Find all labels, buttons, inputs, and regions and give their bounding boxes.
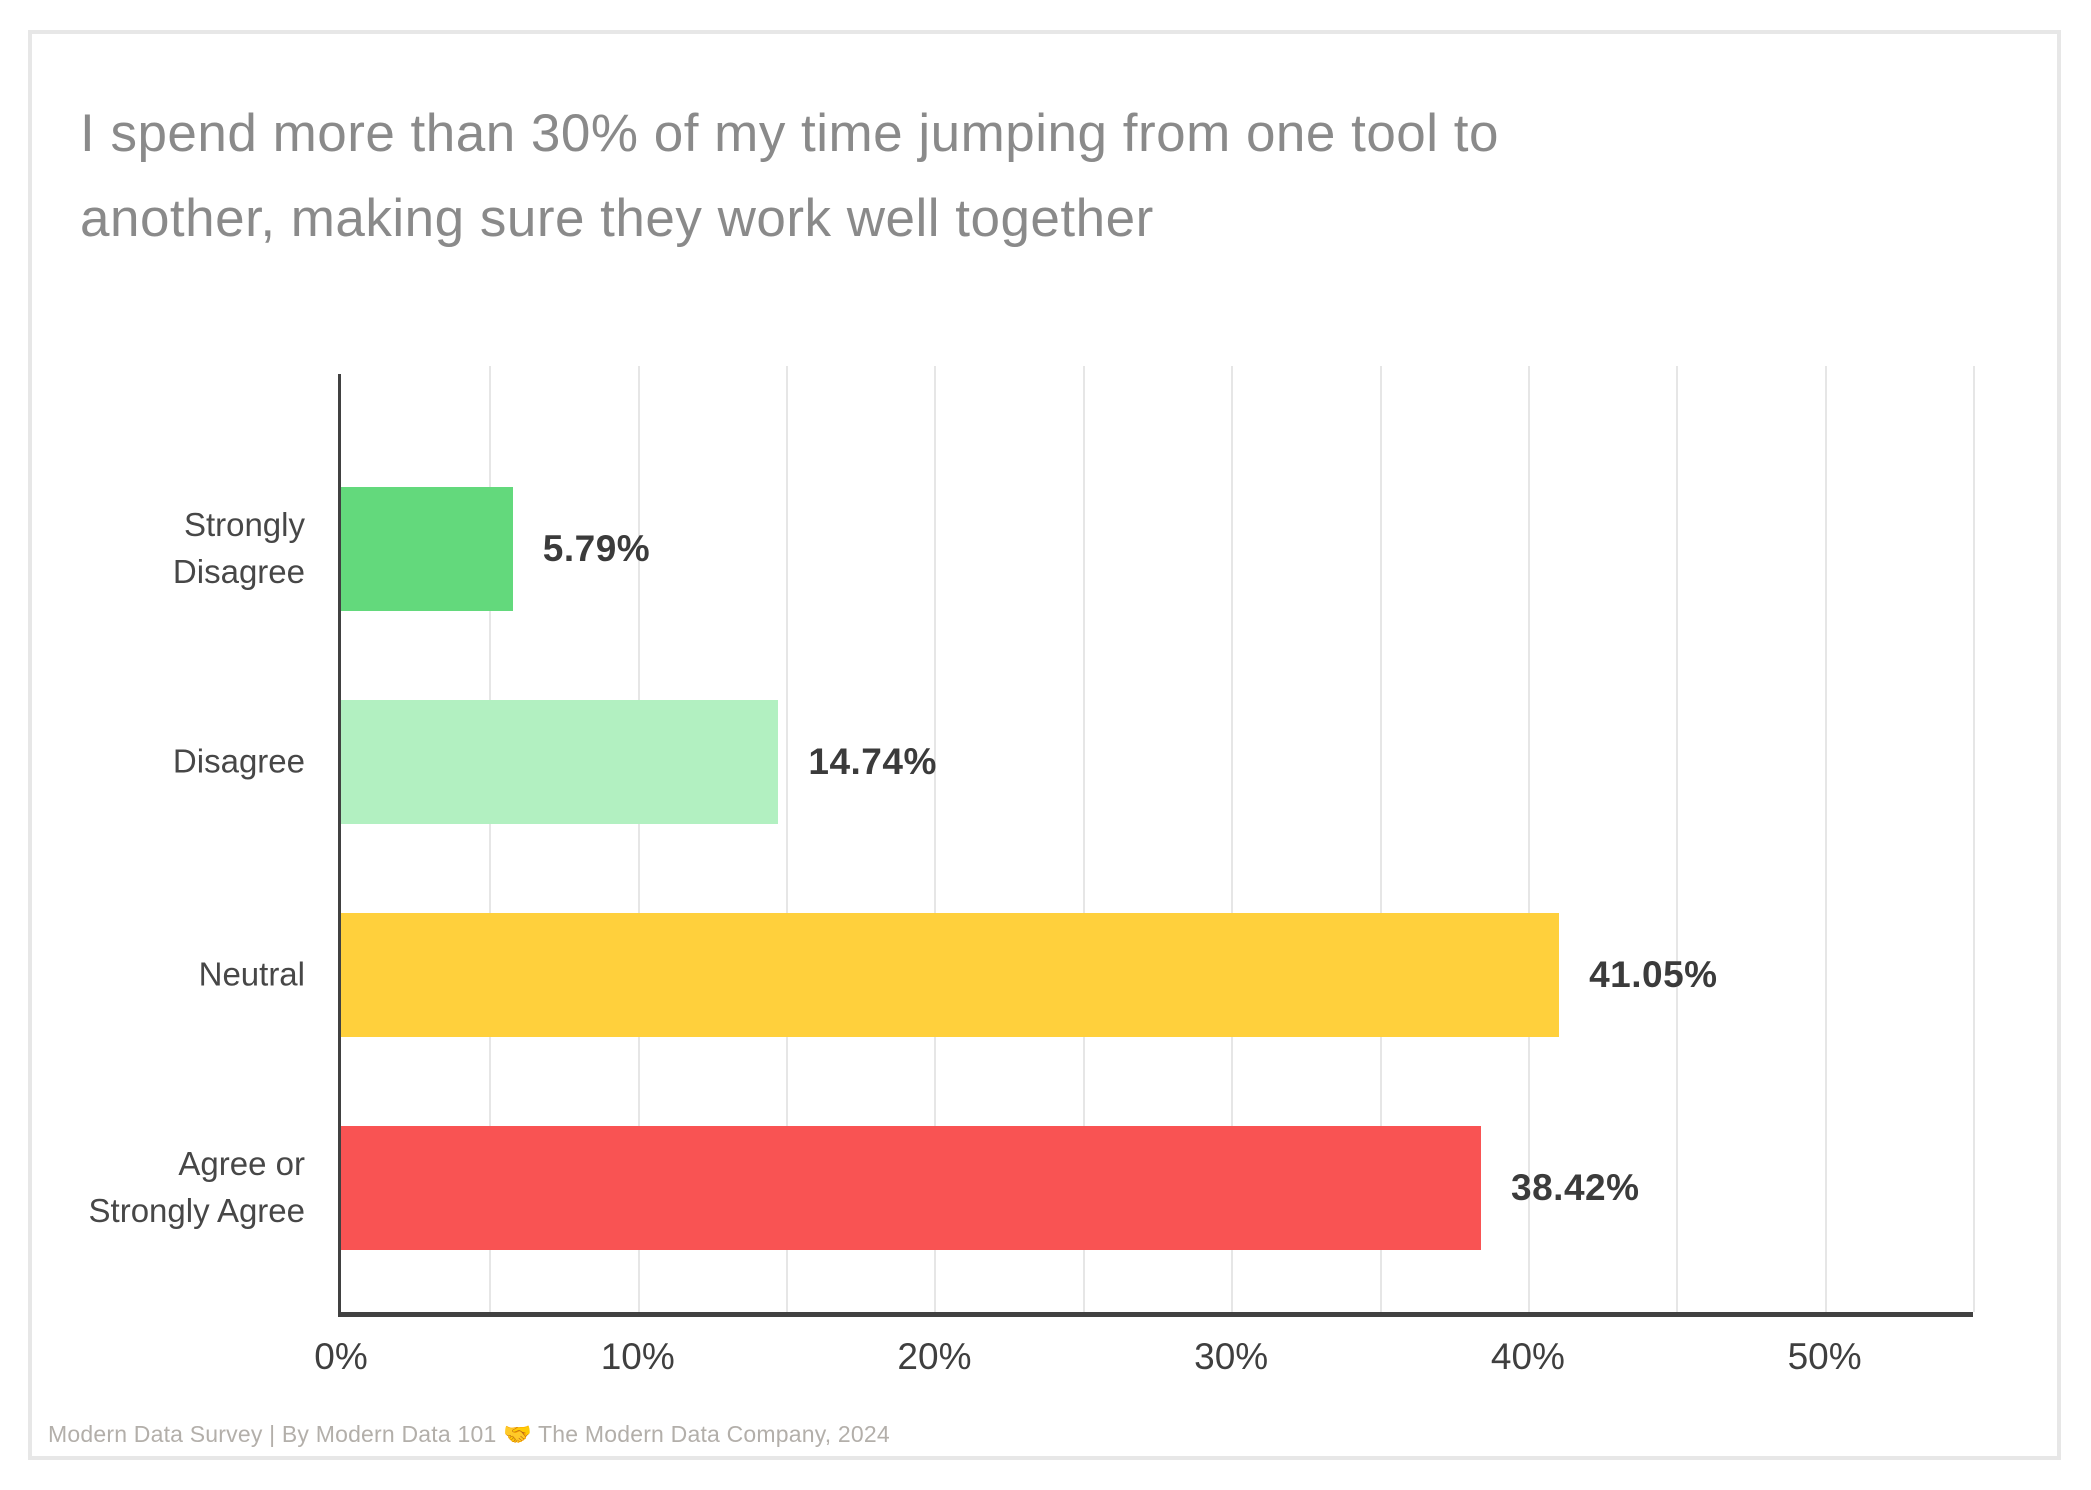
gridline	[1082, 366, 1085, 1312]
gridline	[489, 366, 492, 1312]
category-label: Neutral	[198, 955, 305, 993]
bar-value-label: 38.42%	[1511, 1167, 1640, 1208]
chart-card: I spend more than 30% of my time jumping…	[28, 30, 2061, 1460]
x-axis-tick-label: 30%	[1194, 1336, 1269, 1377]
category-label: Disagree	[172, 742, 305, 780]
footer-credit: Modern Data Survey | By Modern Data 101 …	[48, 1421, 890, 1447]
x-axis-tick-label: 10%	[600, 1336, 675, 1377]
x-axis-tick-label: 50%	[1787, 1336, 1862, 1377]
bar	[341, 913, 1560, 1037]
gridline	[934, 366, 937, 1312]
x-axis-tick-label: 20%	[897, 1336, 972, 1377]
gridline	[637, 366, 640, 1312]
bar	[341, 1126, 1482, 1250]
bar	[341, 487, 513, 611]
x-axis-tick-label: 0%	[314, 1336, 368, 1377]
bar-value-label: 41.05%	[1589, 954, 1718, 995]
gridline	[1676, 366, 1679, 1312]
chart-title-line-2: another, making sure they work well toge…	[80, 188, 1154, 248]
x-axis-tick-label: 40%	[1490, 1336, 1565, 1377]
chart-title-line-1: I spend more than 30% of my time jumping…	[80, 104, 1499, 163]
bar-value-label: 5.79%	[542, 528, 651, 569]
chart-title: I spend more than 30% of my time jumping…	[80, 92, 1499, 262]
gridline	[1231, 366, 1234, 1312]
plot-area: Strongly Disagree 5.79% Disagree 14.74% Neut…	[89, 366, 1975, 1377]
category-label: Strongly Disagree	[172, 506, 305, 590]
category-label: Agree or Strongly Agree	[88, 1145, 305, 1229]
gridline	[1527, 366, 1530, 1312]
gridline	[1973, 366, 1975, 1312]
gridline	[786, 366, 789, 1312]
gridline	[1379, 366, 1382, 1312]
bar	[341, 700, 779, 824]
bar-value-label: 14.74%	[808, 741, 937, 782]
gridline	[1824, 366, 1827, 1312]
